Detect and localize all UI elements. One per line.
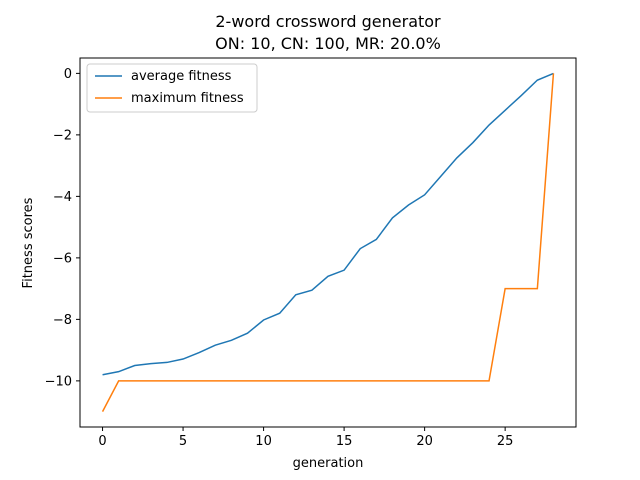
y-tick-label: −8: [53, 313, 72, 328]
legend: average fitness maximum fitness: [86, 63, 258, 113]
x-tick-label: 0: [98, 434, 106, 449]
y-tick-label: −10: [45, 374, 72, 389]
legend-label-average-fitness: average fitness: [131, 69, 232, 84]
y-tick-label: −2: [53, 128, 72, 143]
y-tick-label: −6: [53, 251, 72, 266]
y-axis-label: Fitness scores: [21, 197, 36, 288]
x-tick-label: 25: [497, 434, 514, 449]
series-line-average-fitness: [102, 72, 554, 376]
chart-subtitle: ON: 10, CN: 100, MR: 20.0%: [215, 34, 441, 53]
legend-label-maximum-fitness: maximum fitness: [131, 91, 244, 106]
y-tick-label: 0: [64, 67, 72, 82]
y-tick-label: −4: [53, 190, 72, 205]
x-tick-label: 15: [336, 434, 353, 449]
tick-layer: 0 5 10 15 20 25 0 −2 −4 −6 −8 −10: [45, 67, 514, 449]
series-layer: [101, 72, 555, 412]
chart-title: 2-word crossword generator: [215, 12, 441, 31]
x-tick-label: 5: [179, 434, 187, 449]
plot-frame: [79, 57, 577, 428]
x-axis-label: generation: [293, 456, 364, 471]
x-tick-label: 20: [416, 434, 433, 449]
series-line-maximum-fitness: [101, 73, 555, 412]
legend-box: [86, 63, 258, 113]
x-tick-label: 10: [255, 434, 272, 449]
